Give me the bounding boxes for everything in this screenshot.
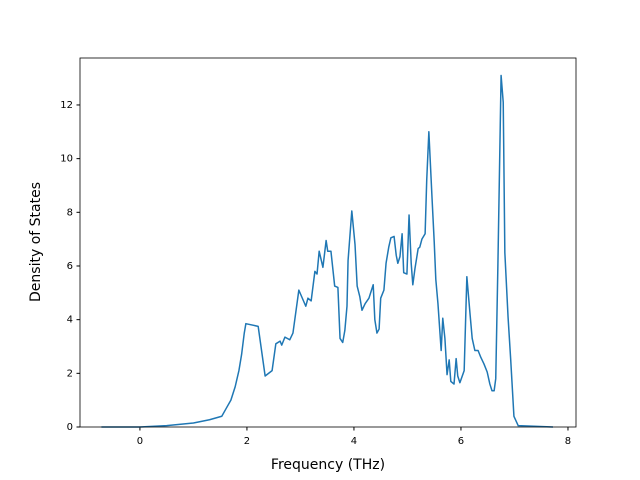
x-tick-label: 8 [565, 436, 571, 447]
y-tick-label: 10 [60, 154, 73, 165]
y-tick-label: 0 [67, 422, 73, 433]
y-tick-label: 6 [67, 261, 73, 272]
y-tick-label: 2 [67, 368, 73, 379]
x-axis-label: Frequency (THz) [271, 457, 385, 473]
x-tick-label: 2 [244, 436, 250, 447]
density-line [101, 74, 554, 428]
y-tick-label: 8 [67, 207, 73, 218]
plot-frame [79, 57, 577, 428]
y-tick-label: 4 [67, 315, 73, 326]
x-tick-label: 6 [458, 436, 464, 447]
y-tick-label: 12 [60, 100, 73, 111]
y-axis-label: Density of States [28, 182, 44, 302]
x-tick-label: 0 [137, 436, 143, 447]
x-tick-label: 4 [351, 436, 357, 447]
